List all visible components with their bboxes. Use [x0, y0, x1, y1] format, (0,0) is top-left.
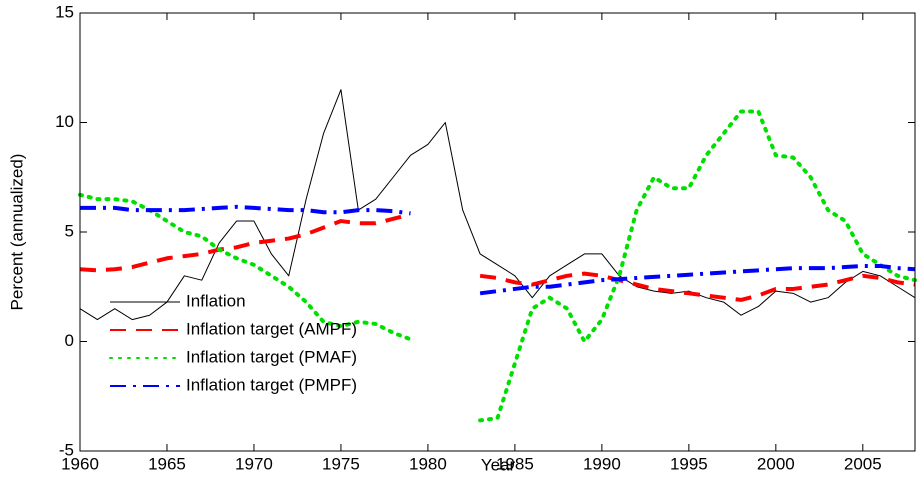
- plot-frame: [79, 12, 916, 452]
- series-line: [79, 212, 916, 302]
- legend-label: Inflation target (AMPF): [186, 319, 357, 338]
- x-tick-label: 1965: [148, 454, 186, 473]
- x-tick-label: 1960: [61, 454, 99, 473]
- x-tick-label: 1985: [496, 454, 534, 473]
- x-axis-label: Year: [481, 455, 516, 474]
- series-line: [78, 109, 917, 423]
- x-tick-label: 1975: [322, 454, 360, 473]
- y-axis-label: Percent (annualized): [7, 154, 26, 311]
- y-tick-label: 5: [65, 221, 74, 240]
- x-tick-label: 1990: [583, 454, 621, 473]
- series-line: [79, 89, 916, 321]
- x-tick-label: 1995: [670, 454, 708, 473]
- x-tick-label: 2005: [844, 454, 882, 473]
- legend-label: Inflation target (PMAF): [186, 347, 357, 366]
- y-tick-label: 15: [55, 2, 74, 21]
- x-tick-label: 1970: [235, 454, 273, 473]
- y-tick-label: 0: [65, 331, 74, 350]
- x-tick-label: 1980: [409, 454, 447, 473]
- series-line: [80, 204, 916, 296]
- y-tick-label: -5: [59, 440, 74, 459]
- y-tick-label: 10: [55, 112, 74, 131]
- legend-label: Inflation: [186, 291, 246, 310]
- x-tick-label: 2000: [757, 454, 795, 473]
- legend-label: Inflation target (PMPF): [186, 375, 357, 394]
